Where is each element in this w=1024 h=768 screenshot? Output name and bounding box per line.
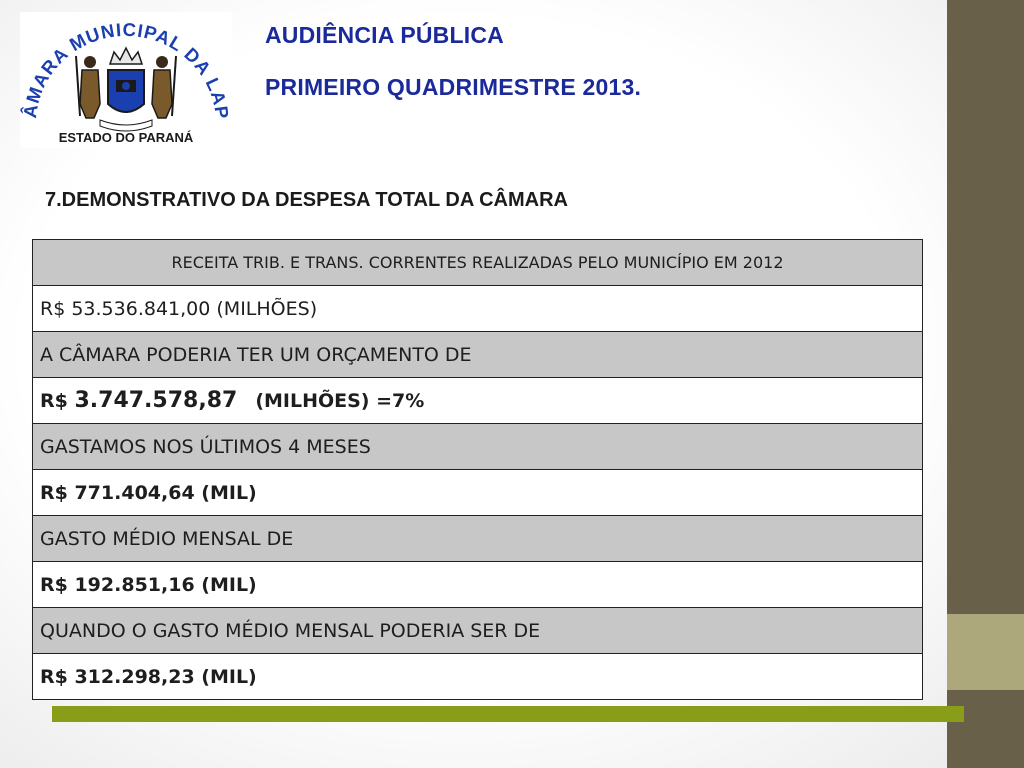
table-row: GASTO MÉDIO MENSAL DE xyxy=(32,515,923,562)
side-band-accent xyxy=(947,614,1024,690)
decorative-underbar xyxy=(52,706,964,722)
budget-amount: 3.747.578,87 xyxy=(74,388,238,413)
revenue-prefix: R$ xyxy=(40,297,72,320)
table-row: R$ 53.536.841,00 (MILHÕES) xyxy=(32,285,923,332)
table-row: RECEITA TRIB. E TRANS. CORRENTES REALIZA… xyxy=(32,239,923,286)
revenue-suffix: (MILHÕES) xyxy=(210,297,318,320)
avg-label-cell: GASTO MÉDIO MENSAL DE xyxy=(32,515,923,562)
budget-suffix: (MILHÕES) =7% xyxy=(255,390,425,412)
table-row: R$ 312.298,23 (MIL) xyxy=(32,653,923,700)
table-row: R$ 3.747.578,87 (MILHÕES) =7% xyxy=(32,377,923,424)
camara-emblem: CÂMARA MUNICIPAL DA LAPA ESTADO DO PARAN… xyxy=(20,12,232,145)
budget-prefix: R$ xyxy=(40,390,75,412)
table-row: R$ 771.404,64 (MIL) xyxy=(32,469,923,516)
table-row: A CÂMARA PODERIA TER UM ORÇAMENTO DE xyxy=(32,331,923,378)
expense-table: RECEITA TRIB. E TRANS. CORRENTES REALIZA… xyxy=(32,239,923,700)
spent-label-cell: GASTAMOS NOS ÚLTIMOS 4 MESES xyxy=(32,423,923,470)
budget-label-cell: A CÂMARA PODERIA TER UM ORÇAMENTO DE xyxy=(32,331,923,378)
spent-value-cell: R$ 771.404,64 (MIL) xyxy=(32,469,923,516)
table-header-cell: RECEITA TRIB. E TRANS. CORRENTES REALIZA… xyxy=(32,239,923,286)
page-subtitle: PRIMEIRO QUADRIMESTRE 2013. xyxy=(265,74,642,100)
logo-bottom-text: ESTADO DO PARANÁ xyxy=(59,130,194,145)
table-row: GASTAMOS NOS ÚLTIMOS 4 MESES xyxy=(32,423,923,470)
camara-logo: CÂMARA MUNICIPAL DA LAPA ESTADO DO PARAN… xyxy=(20,12,232,148)
avg-value-cell: R$ 192.851,16 (MIL) xyxy=(32,561,923,608)
table-row: QUANDO O GASTO MÉDIO MENSAL PODERIA SER … xyxy=(32,607,923,654)
allowed-label-cell: QUANDO O GASTO MÉDIO MENSAL PODERIA SER … xyxy=(32,607,923,654)
table-row: R$ 192.851,16 (MIL) xyxy=(32,561,923,608)
allowed-value-cell: R$ 312.298,23 (MIL) xyxy=(32,653,923,700)
page-title: AUDIÊNCIA PÚBLICA xyxy=(265,22,504,48)
budget-value-cell: R$ 3.747.578,87 (MILHÕES) =7% xyxy=(32,377,923,424)
revenue-amount: 53.536.841,00 xyxy=(71,297,211,320)
section-heading: 7.DEMONSTRATIVO DA DESPESA TOTAL DA CÂMA… xyxy=(45,189,568,211)
revenue-value-cell: R$ 53.536.841,00 (MILHÕES) xyxy=(32,285,923,332)
